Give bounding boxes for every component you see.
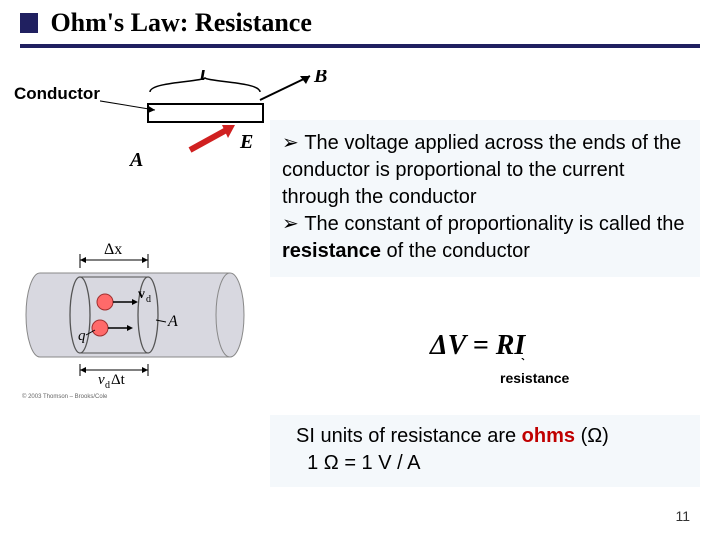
drift-velocity-svg: Δx v d q A v d Δt [20,240,250,400]
bullet-arrow-2: ➢ [282,213,304,235]
label-E: E [239,131,253,153]
si-line1a: SI units of resistance are [296,425,522,447]
bullet-arrow-1: ➢ [282,132,304,154]
si-line2: 1 Ω = 1 V / A [307,452,420,474]
label-A: A [128,149,143,171]
label-B: B [313,70,327,87]
bullet-2-strong: resistance [282,240,381,262]
title-accent [20,13,38,33]
bullet-1: The voltage applied across the ends of t… [282,132,681,208]
title-bar: Ohm's Law: Resistance [20,8,700,48]
si-line1b: (Ω) [575,425,609,447]
copyright: © 2003 Thomson – Brooks/Cole [22,393,108,400]
page-number: 11 [675,508,690,524]
label-dx: Δx [104,241,122,258]
bullet-2a: The constant of proportionality is calle… [304,213,684,235]
si-ohms: ohms [522,425,575,447]
conductor-label: Conductor [14,84,100,104]
label-q: q [78,328,86,344]
label-vd1: v [138,287,145,302]
resistance-pointer: resistance [500,370,569,386]
svg-text:d: d [105,380,110,391]
bullet-2b: of the conductor [381,240,530,262]
svg-text:Δt: Δt [111,372,126,388]
bullet-box: ➢ The voltage applied across the ends of… [270,120,700,277]
label-vd1-sub: d [146,294,151,305]
label-vddt: v [98,372,105,388]
label-l: l [200,70,206,85]
drift-velocity-figure: Δx v d q A v d Δt [20,240,250,400]
si-units-box: SI units of resistance are ohms (Ω) 1 Ω … [270,415,700,487]
label-A2: A [167,313,178,330]
slide-title: Ohm's Law: Resistance [50,8,311,37]
